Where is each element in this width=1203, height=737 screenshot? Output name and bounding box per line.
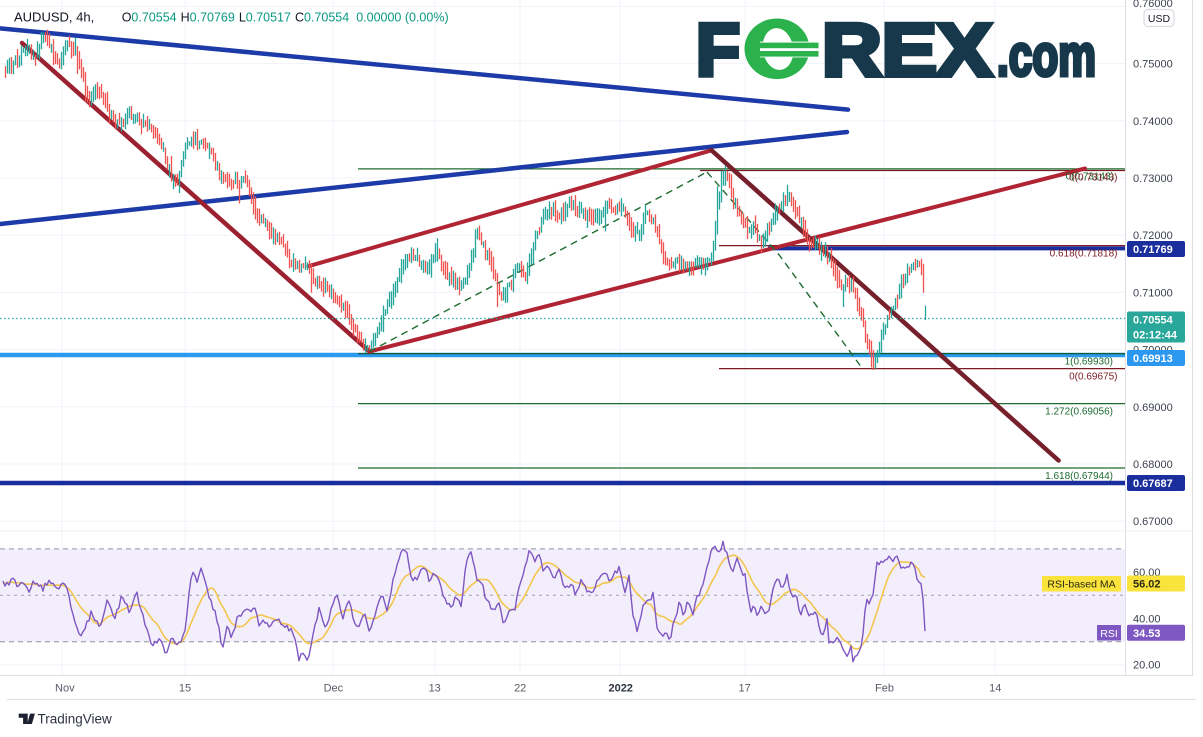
svg-text:0.75000: 0.75000 [1133, 59, 1173, 71]
svg-text:0(0.69675): 0(0.69675) [1069, 372, 1117, 383]
svg-text:0(0.73143): 0(0.73143) [1069, 173, 1117, 184]
svg-text:34.53: 34.53 [1133, 628, 1161, 640]
svg-text:.com: .com [997, 24, 1096, 89]
svg-text:02:12:44: 02:12:44 [1133, 330, 1178, 342]
svg-text:1.618(0.67944): 1.618(0.67944) [1045, 471, 1113, 482]
svg-text:0.71769: 0.71769 [1133, 244, 1173, 256]
svg-text:22: 22 [514, 683, 526, 695]
svg-text:Feb: Feb [875, 683, 894, 695]
svg-text:56.02: 56.02 [1133, 579, 1161, 591]
svg-text:REX: REX [822, 9, 992, 92]
svg-text:15: 15 [179, 683, 191, 695]
svg-text:0.68000: 0.68000 [1133, 459, 1173, 471]
svg-text:RSI: RSI [1100, 628, 1118, 640]
svg-text:0.73000: 0.73000 [1133, 173, 1173, 185]
svg-text:0(0.73143): 0(0.73143) [1066, 172, 1114, 183]
svg-text:14: 14 [989, 683, 1001, 695]
svg-text:RSI-based MA: RSI-based MA [1047, 579, 1115, 591]
svg-text:13: 13 [429, 683, 441, 695]
svg-text:F: F [696, 9, 740, 92]
svg-text:1.272(0.69056): 1.272(0.69056) [1045, 407, 1113, 418]
svg-text:Nov: Nov [55, 683, 75, 695]
svg-text:1(0.69930): 1(0.69930) [1065, 357, 1113, 368]
svg-text:0.76000: 0.76000 [1133, 0, 1173, 10]
svg-text:0.71000: 0.71000 [1133, 287, 1173, 299]
svg-text:2022: 2022 [608, 683, 632, 695]
svg-text:AUDUSD, 4h,: AUDUSD, 4h, [14, 10, 94, 25]
svg-text:0.72000: 0.72000 [1133, 230, 1173, 242]
svg-text:0.70554: 0.70554 [1133, 315, 1174, 327]
svg-text:0.69913: 0.69913 [1133, 353, 1173, 365]
svg-text:Dec: Dec [324, 683, 344, 695]
svg-text:TradingView: TradingView [38, 712, 113, 727]
svg-text:0.618(0.71818): 0.618(0.71818) [1050, 249, 1118, 260]
svg-text:20.00: 20.00 [1133, 659, 1161, 671]
svg-text:USD: USD [1148, 13, 1171, 25]
svg-text:0.67687: 0.67687 [1133, 478, 1173, 490]
svg-text:0.67000: 0.67000 [1133, 516, 1173, 528]
svg-text:0.74000: 0.74000 [1133, 116, 1173, 128]
svg-text:40.00: 40.00 [1133, 614, 1161, 626]
svg-text:17: 17 [738, 683, 750, 695]
svg-text:0.69000: 0.69000 [1133, 402, 1173, 414]
